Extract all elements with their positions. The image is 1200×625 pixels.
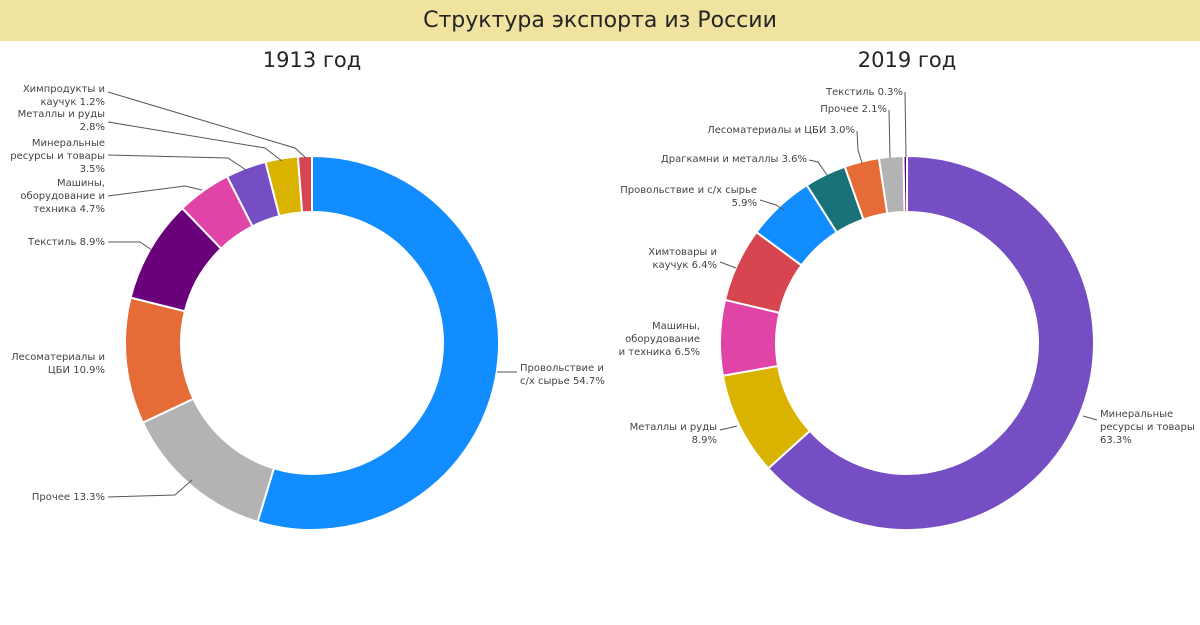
data-label-name: Химпродукты и каучук xyxy=(22,84,105,108)
data-label-value: 2.1% xyxy=(861,104,887,115)
data-label: Машины, оборудование и техника 6.5% xyxy=(619,320,700,359)
leader-line xyxy=(719,261,737,269)
data-label: Металлы и руды 2.8% xyxy=(18,108,105,134)
data-label-name: Лесоматериалы и ЦБИ xyxy=(707,125,827,136)
data-label: Машины, оборудование и техника 4.7% xyxy=(20,177,105,216)
data-label-name: Текстиль xyxy=(27,237,77,248)
data-label-value: 6.4% xyxy=(691,260,717,271)
data-label-value: 2.8% xyxy=(79,122,105,133)
data-label: Провольствие и с/х сырье 5.9% xyxy=(620,184,757,210)
data-label-value: 6.5% xyxy=(674,347,700,358)
chart-title-1913: 1913 год xyxy=(262,48,362,72)
data-label: Текстиль 0.3% xyxy=(826,86,903,99)
leader-line xyxy=(856,130,863,164)
data-label-value: 63.3% xyxy=(1100,435,1132,446)
data-label: Прочее 13.3% xyxy=(32,491,105,504)
data-label-name: Машины, оборудование и техника xyxy=(20,178,105,215)
data-label-name: Машины, оборудование и техника xyxy=(618,321,700,358)
data-label-name: Текстиль xyxy=(825,87,875,98)
data-label-name: Прочее xyxy=(820,104,859,115)
leader-line xyxy=(759,199,785,211)
chart-title-2019: 2019 год xyxy=(857,48,957,72)
data-label-name: Провольствие и с/х сырье xyxy=(620,185,757,196)
data-label: Минеральные ресурсы и товары 3.5% xyxy=(10,137,105,176)
data-label-name: Лесоматериалы и ЦБИ xyxy=(11,352,105,376)
page-title: Структура экспорта из России xyxy=(0,0,1200,41)
data-label-name: Прочее xyxy=(31,492,71,503)
data-label-value: 5.9% xyxy=(731,198,757,209)
data-label: Химтовары и каучук 6.4% xyxy=(648,246,717,272)
leader-line xyxy=(107,154,247,171)
data-label-name: Минеральные ресурсы и товары xyxy=(1100,409,1195,433)
data-label-value: 54.7% xyxy=(572,376,605,387)
donut-slice[interactable] xyxy=(256,154,500,531)
data-label-value: 8.9% xyxy=(691,435,717,446)
data-label-value: 8.9% xyxy=(79,237,105,248)
data-label-name: Металлы и руды xyxy=(629,422,717,433)
data-label: Лесоматериалы и ЦБИ 3.0% xyxy=(707,124,855,137)
data-label-value: 3.0% xyxy=(829,125,855,136)
donut-slice[interactable] xyxy=(902,154,908,214)
leader-line xyxy=(904,91,907,158)
data-label: Провольствие и с/х сырье 54.7% xyxy=(520,362,605,388)
data-label: Текстиль 8.9% xyxy=(28,236,105,249)
data-label-value: 1.2% xyxy=(79,97,105,108)
data-label-name: Металлы и руды xyxy=(17,109,105,120)
donut-slice[interactable] xyxy=(296,154,313,214)
data-label-value: 3.5% xyxy=(79,164,105,175)
leader-line xyxy=(719,425,738,431)
data-label-value: 0.3% xyxy=(877,87,903,98)
data-label: Металлы и руды 8.9% xyxy=(630,421,717,447)
leader-line xyxy=(107,185,203,197)
leader-line xyxy=(108,241,153,251)
leader-line xyxy=(1082,415,1098,421)
donut-slice[interactable] xyxy=(124,296,195,424)
data-label-name: Минеральные ресурсы и товары xyxy=(10,138,105,162)
data-label-value: 4.7% xyxy=(79,204,105,215)
data-label: Химпродукты и каучук 1.2% xyxy=(23,83,105,109)
data-label: Драгкамни и металлы 3.6% xyxy=(661,153,807,166)
donut-slice[interactable] xyxy=(766,154,1095,531)
data-label: Лесоматериалы и ЦБИ 10.9% xyxy=(11,351,105,377)
leader-line xyxy=(808,159,828,176)
leader-line xyxy=(107,479,193,498)
data-label-value: 13.3% xyxy=(73,492,105,503)
data-label: Прочее 2.1% xyxy=(820,103,887,116)
data-label: Минеральные ресурсы и товары 63.3% xyxy=(1100,408,1200,447)
leader-line xyxy=(107,91,307,159)
data-label-value: 10.9% xyxy=(73,365,105,376)
leader-line xyxy=(888,109,891,159)
donut-slice[interactable] xyxy=(141,397,276,524)
leader-line xyxy=(107,121,283,162)
data-label-name: Драгкамни и металлы xyxy=(660,154,779,165)
data-label-value: 3.6% xyxy=(781,154,807,165)
data-label-name: Химтовары и каучук xyxy=(648,247,717,271)
data-label-name: Провольствие и с/х сырье xyxy=(520,363,604,387)
